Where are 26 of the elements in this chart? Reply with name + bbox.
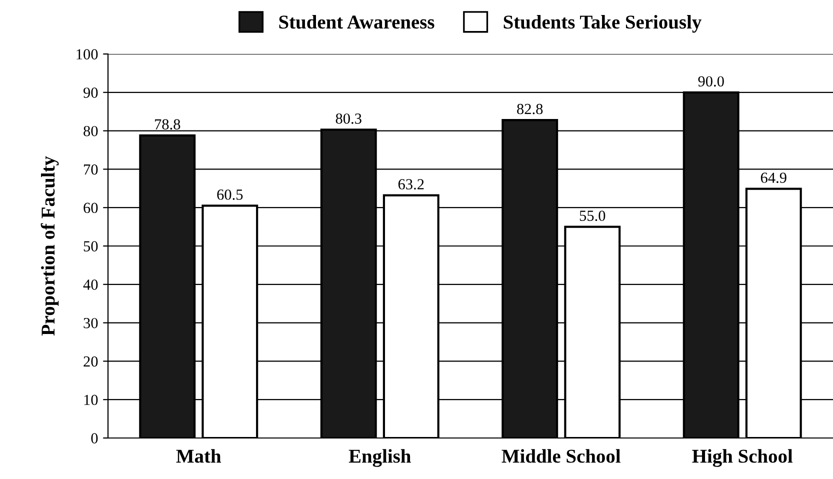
- x-tick-label: Middle School: [502, 449, 620, 463]
- data-label: 64.9: [760, 172, 786, 183]
- data-label: 60.5: [217, 189, 243, 200]
- y-axis-title: Proportion of Faculty: [40, 156, 59, 336]
- y-tick-label: 60: [84, 202, 98, 214]
- y-tick-label: 40: [83, 280, 98, 290]
- y-tick-label: 20: [84, 356, 98, 367]
- data-label: 78.8: [155, 119, 180, 130]
- y-tick-label: 100: [76, 49, 98, 60]
- x-tick-label: English: [348, 449, 411, 467]
- data-label: 90.0: [698, 76, 724, 87]
- y-tick-label: 80: [84, 126, 98, 136]
- data-label: 63.2: [398, 179, 424, 190]
- y-tick-label: 50: [84, 241, 98, 252]
- legend-label: Student Awareness: [279, 14, 434, 29]
- y-tick-label: 30: [84, 318, 98, 328]
- y-tick-label: 10: [84, 394, 98, 406]
- x-tick-label: Math: [176, 449, 222, 463]
- data-label: 80.3: [336, 113, 362, 124]
- data-label: 82.8: [517, 104, 543, 114]
- legend-label: Students Take Seriously: [504, 14, 702, 33]
- y-tick-label: 0: [91, 433, 98, 444]
- y-tick-label: 90: [83, 88, 98, 98]
- x-tick-label: High School: [692, 449, 793, 467]
- data-label: 55.0: [580, 210, 606, 221]
- y-tick-label: 70: [84, 164, 98, 175]
